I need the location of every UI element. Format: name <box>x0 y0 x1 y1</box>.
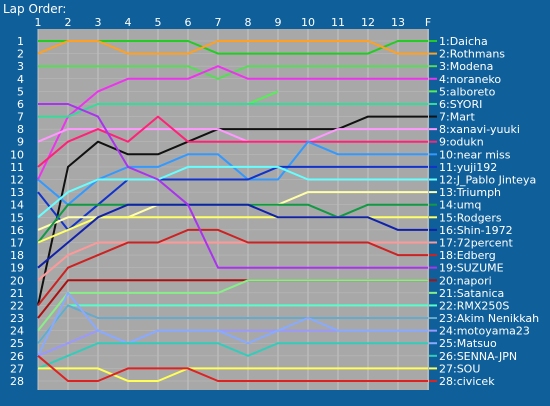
x-tick-label: 9 <box>275 16 282 29</box>
x-tick-label: 13 <box>391 16 405 29</box>
legend-entry: 1:Daicha <box>439 35 488 48</box>
legend-entry: 13:Triumph <box>439 186 501 199</box>
series-line-9 <box>37 115 428 168</box>
legend-entry: 24:motoyama23 <box>439 325 530 338</box>
x-tick-label: F <box>425 16 431 29</box>
series-line-23 <box>37 304 428 344</box>
y-tick-label: 23 <box>10 312 24 325</box>
legend-entry: 15:Rodgers <box>439 211 502 224</box>
series-line-2 <box>37 40 428 55</box>
legend: 1:Daicha2:Rothmans3:Modena4:noraneko5:al… <box>429 35 539 388</box>
y-tick-label: 5 <box>17 85 24 98</box>
x-tick-label: 11 <box>331 16 345 29</box>
legend-entry: 18:Edberg <box>439 249 496 262</box>
legend-entry: 6:SYORI <box>439 98 482 111</box>
series-line-5 <box>247 90 279 105</box>
series-line-18 <box>37 228 428 307</box>
legend-entry: 4:noraneko <box>439 73 501 86</box>
series-line-19 <box>38 103 428 269</box>
y-tick-label: 18 <box>10 249 24 262</box>
chart-title: Lap Order: <box>3 2 66 16</box>
y-tick-label: 22 <box>10 299 24 312</box>
y-tick-label: 20 <box>10 274 24 287</box>
x-tick-label: 1 <box>35 16 42 29</box>
legend-entry: 20:napori <box>439 274 492 287</box>
y-tick-label: 15 <box>10 211 24 224</box>
legend-entry: 3:Modena <box>439 60 493 73</box>
y-tick-label: 17 <box>10 236 24 249</box>
y-tick-label: 26 <box>10 350 24 363</box>
legend-entry: 22:RMX250S <box>439 299 509 312</box>
series-line-25 <box>37 291 428 357</box>
series-line-22 <box>37 304 428 344</box>
plot-area <box>38 29 429 390</box>
legend-entry: 5:alboreto <box>439 85 496 98</box>
y-tick-label: 25 <box>10 337 24 350</box>
x-tick-label: 12 <box>361 16 375 29</box>
y-tick-label: 11 <box>10 161 24 174</box>
y-tick-label: 19 <box>10 262 24 275</box>
y-tick-label: 2 <box>17 48 24 61</box>
series-line-12 <box>37 165 428 219</box>
x-tick-label: 10 <box>301 16 315 29</box>
legend-entry: 12:J_Pablo Jinteya <box>439 174 536 187</box>
series-line-26 <box>37 342 428 370</box>
y-tick-label: 16 <box>10 224 24 237</box>
legend-entry: 27:SOU <box>439 362 480 375</box>
y-tick-label: 13 <box>10 186 24 199</box>
y-tick-label: 12 <box>10 174 24 187</box>
series-line-27 <box>38 367 428 382</box>
legend-entry: 28:civicek <box>439 375 495 388</box>
y-tick-label: 28 <box>10 375 24 388</box>
y-tick-label: 1 <box>17 35 24 48</box>
series-line-4 <box>37 65 428 180</box>
series-line-28 <box>37 355 428 382</box>
x-tick-label: 4 <box>125 16 132 29</box>
series-line-6 <box>38 103 428 118</box>
legend-entry: 19:SUZUME <box>439 262 504 275</box>
y-tick-label: 4 <box>17 73 24 86</box>
y-tick-label: 27 <box>10 362 24 375</box>
legend-entry: 8:xanavi-yuuki <box>439 123 520 136</box>
x-tick-labels: 1 2 3 4 5 6 7 8 9 10 11 12 13 F <box>35 16 432 29</box>
y-tick-label: 24 <box>10 325 24 338</box>
legend-entry: 17:72percent <box>439 236 514 249</box>
legend-entry: 14:umq <box>439 199 481 212</box>
legend-entry: 16:Shin-1972 <box>439 224 513 237</box>
series-line-8 <box>37 128 428 143</box>
y-tick-label: 7 <box>17 111 24 124</box>
y-tick-label: 9 <box>17 136 24 149</box>
x-tick-label: 3 <box>95 16 102 29</box>
series-line-7 <box>37 115 428 306</box>
series-line-21 <box>37 279 428 332</box>
x-tick-label: 5 <box>155 16 162 29</box>
series-line-16 <box>37 203 428 269</box>
series-line-1 <box>38 40 428 55</box>
legend-entry: 9:odukn <box>439 136 484 149</box>
y-tick-label: 8 <box>17 123 24 136</box>
legend-entry: 11:yuji192 <box>439 161 497 174</box>
legend-entry: 26:SENNA-JPN <box>439 350 517 363</box>
y-tick-labels: 1234567891011121314151617181920212223242… <box>10 35 24 388</box>
legend-entry: 23:Akim Nenikkah <box>439 312 539 325</box>
series-lines <box>37 40 428 382</box>
y-tick-label: 3 <box>17 60 24 73</box>
legend-entry: 7:Mart <box>439 111 475 124</box>
legend-entry: 10:near miss <box>439 148 511 161</box>
legend-entry: 2:Rothmans <box>439 48 505 61</box>
series-line-11 <box>37 165 428 231</box>
y-tick-label: 21 <box>10 287 24 300</box>
x-tick-label: 2 <box>65 16 72 29</box>
y-tick-label: 10 <box>10 148 24 161</box>
legend-entry: 21:Satanica <box>439 287 504 300</box>
legend-entry: 25:Matsuo <box>439 337 497 350</box>
x-tick-label: 6 <box>185 16 192 29</box>
x-tick-label: 7 <box>215 16 222 29</box>
y-tick-label: 14 <box>10 199 24 212</box>
x-tick-label: 8 <box>245 16 252 29</box>
y-tick-label: 6 <box>17 98 24 111</box>
